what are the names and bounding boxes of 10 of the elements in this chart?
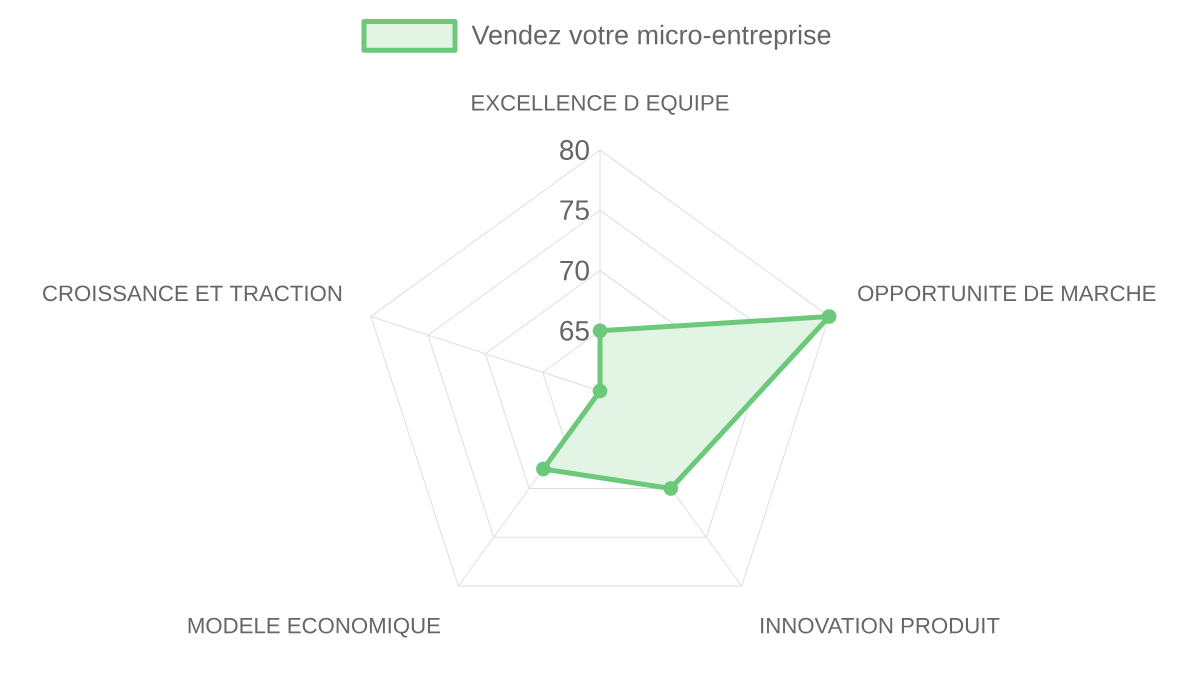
spoke-label: CROISSANCE ET TRACTION — [43, 285, 342, 302]
y-tick-label: 80 — [560, 140, 589, 160]
spoke-label: EXCELLENCE D EQUIPE — [472, 94, 729, 115]
y-tick-label: 75 — [560, 200, 589, 221]
spoke-label: INNOVATION PRODUIT — [761, 617, 1000, 634]
legend-label: Vendez votre micro-entreprise — [471, 24, 831, 50]
y-tick-label: 70 — [560, 260, 589, 281]
spoke-label: MODELE ECONOMIQUE — [188, 617, 440, 638]
y-tick-label: 65 — [560, 320, 589, 341]
spoke-label: OPPORTUNITE DE MARCHE — [858, 285, 1156, 302]
